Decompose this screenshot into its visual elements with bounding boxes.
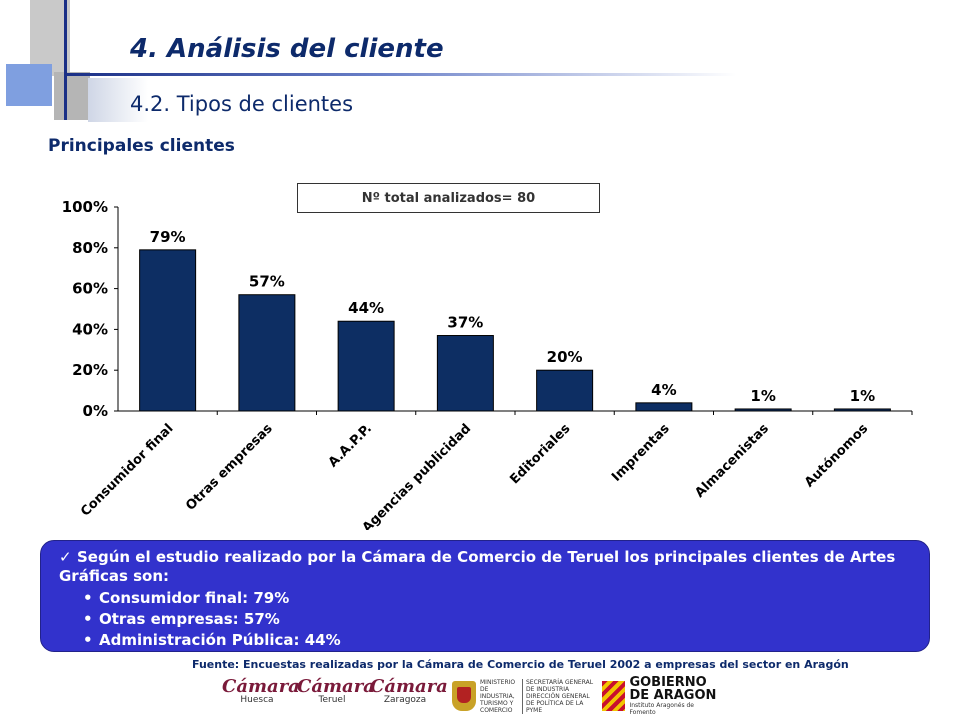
instituto-text: Instituto Aragonés de Fomento [629, 702, 694, 716]
camara-city: Zaragoza [383, 695, 427, 705]
data-label: 1% [850, 387, 875, 405]
gobierno-line1: GOBIERNO [629, 675, 707, 690]
category-label: A.A.P.P. [326, 421, 375, 470]
category-label: Editoriales [507, 421, 573, 487]
category-label: Autónomos [802, 421, 871, 490]
y-tick-label: 40% [72, 320, 108, 338]
summary-intro-text: Según el estudio realizado por la Cámara… [59, 548, 896, 585]
bar [536, 369, 594, 412]
gobierno-aragon-logo: GOBIERNO DE ARAGON Instituto Aragonés de… [602, 676, 720, 716]
total-analyzed-box: Nº total analizados= 80 [297, 183, 600, 213]
camara-city: Huesca [240, 695, 274, 705]
camara-city: Teruel [318, 695, 346, 705]
data-label: 4% [651, 381, 676, 399]
coat-of-arms-icon [452, 681, 476, 711]
data-label: 37% [447, 314, 483, 332]
bar [635, 402, 693, 412]
header-vertical-line [64, 0, 67, 120]
data-label: 1% [750, 387, 775, 405]
checkmark-icon: ✓ [59, 548, 72, 566]
summary-list: Consumidor final: 79% Otras empresas: 57… [99, 588, 341, 651]
page-subtitle: 4.2. Tipos de clientes [130, 92, 354, 116]
bar [139, 249, 197, 412]
data-label: 79% [150, 228, 186, 246]
data-label: 20% [547, 348, 583, 366]
bar [436, 335, 494, 412]
camara-huesca-logo: Cámara Huesca [222, 676, 300, 716]
y-tick-label: 20% [72, 361, 108, 379]
header-decoration [88, 78, 148, 122]
camara-word: Cámara [297, 676, 375, 697]
summary-item: Otras empresas: 57% [99, 609, 341, 630]
camara-teruel-logo: Cámara Teruel [297, 676, 375, 716]
category-label: Consumidor final [78, 421, 176, 519]
bar [238, 294, 296, 412]
data-label: 57% [249, 273, 285, 291]
gobierno-line2: DE ARAGON [629, 688, 717, 703]
bar-chart: 0% 20% 40% 60% 80% 100% 79% Consumidor final 57%… [62, 198, 913, 530]
bar [337, 320, 395, 412]
category-label: Imprentas [609, 421, 673, 485]
secretaria-text: SECRETARÍA GENERAL DE INDUSTRIA DIRECCIÓ… [522, 678, 598, 714]
header-decoration [30, 0, 70, 76]
summary-intro: ✓ Según el estudio realizado por la Cámar… [59, 548, 919, 586]
category-label: Otras empresas [183, 421, 276, 514]
category-label: Almacenistas [692, 421, 772, 501]
aragon-flag-icon [602, 681, 626, 711]
data-label: 44% [348, 299, 384, 317]
summary-item: Consumidor final: 79% [99, 588, 341, 609]
summary-item: Administración Pública: 44% [99, 630, 341, 651]
y-tick-label: 0% [83, 402, 108, 420]
page-title: 4. Análisis del cliente [130, 34, 444, 64]
header-decoration [54, 72, 90, 120]
bar [833, 408, 891, 412]
camara-word: Cámara [370, 676, 448, 697]
ministerio-text: MINISTERIO DE INDUSTRIA, TURISMO Y COMER… [480, 678, 516, 714]
source-note: Fuente: Encuestas realizadas por la Cáma… [192, 658, 849, 671]
section-heading: Principales clientes [48, 136, 235, 156]
category-label: Agencias publicidad [360, 421, 475, 530]
summary-box: ✓ Según el estudio realizado por la Cámar… [40, 540, 930, 652]
camara-zaragoza-logo: Cámara Zaragoza [370, 676, 448, 716]
bar [734, 408, 792, 412]
header-horizontal-line [66, 73, 960, 76]
y-tick-label: 80% [72, 239, 108, 257]
camara-word: Cámara [222, 676, 300, 697]
y-tick-label: 100% [62, 198, 108, 216]
header-decoration [6, 64, 52, 106]
y-tick-label: 60% [72, 280, 108, 298]
ministerio-logo: MINISTERIO DE INDUSTRIA, TURISMO Y COMER… [452, 676, 600, 716]
